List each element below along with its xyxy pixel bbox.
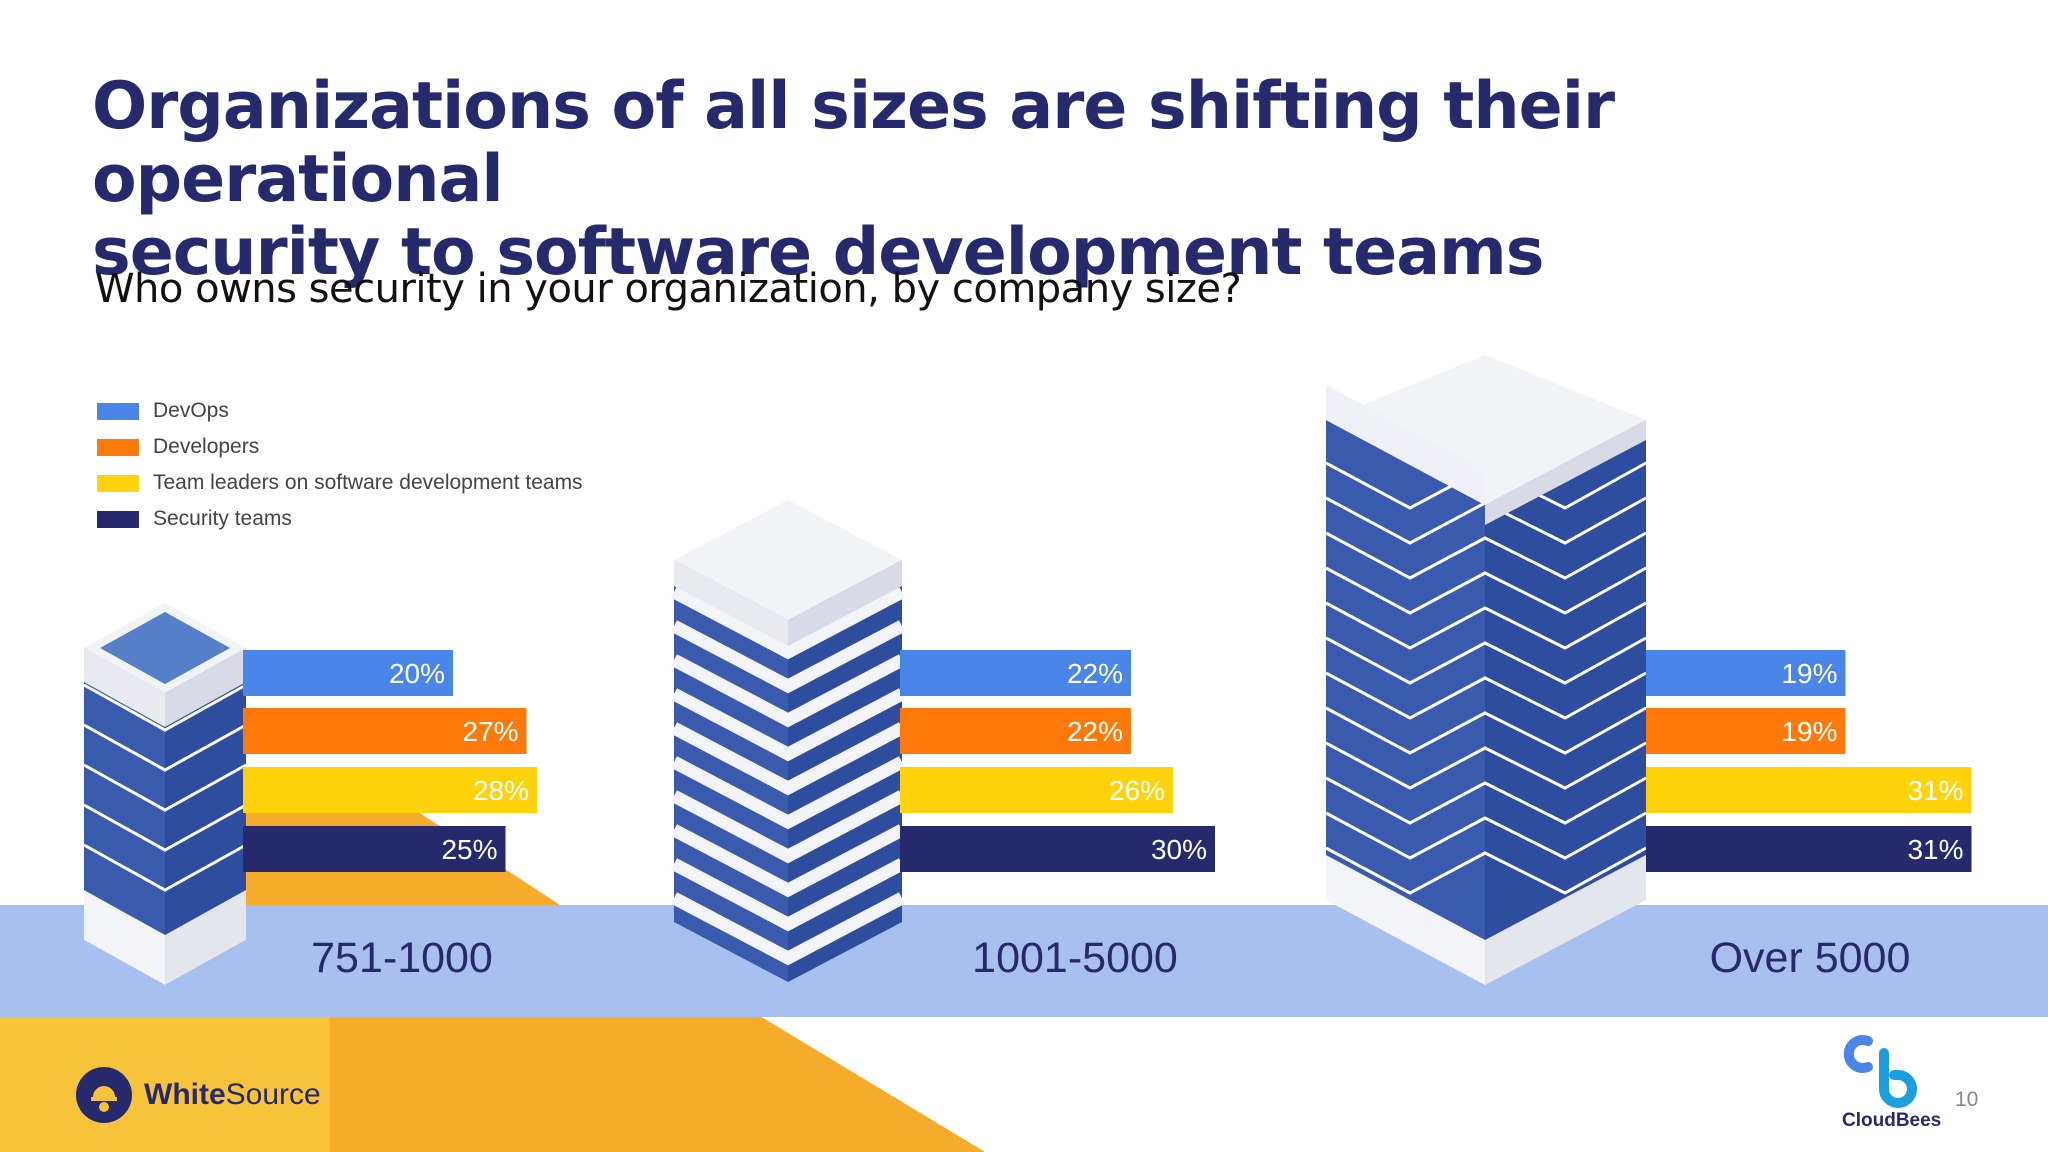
category-label-over-5000: Over 5000 — [1710, 934, 1911, 982]
bar-label-over-5000-security-teams: 31% — [1907, 834, 1963, 865]
bar-label-1001-5000-team-leaders-on-software-development-teams: 26% — [1109, 775, 1165, 806]
title-line-1: Organizations of all sizes are shifting … — [92, 69, 1615, 217]
legend-item-devops: DevOps — [97, 393, 583, 429]
bar-label-1001-5000-devops: 22% — [1067, 658, 1123, 689]
chart-legend: DevOps Developers Team leaders on softwa… — [97, 393, 583, 537]
legend-swatch-developers — [97, 438, 139, 456]
legend-label-developers: Developers — [153, 435, 260, 458]
cloudbees-icon — [1843, 1035, 1917, 1108]
legend-item-developers: Developers — [97, 429, 583, 465]
bar-over-5000-team-leaders-on-software-development-teams — [1646, 767, 1972, 813]
legend-label-security-teams: Security teams — [153, 507, 292, 530]
bar-751-1000-devops — [243, 650, 453, 696]
gold-shape-light — [0, 1010, 330, 1152]
building-large — [1325, 355, 1647, 985]
bar-label-1001-5000-security-teams: 30% — [1151, 834, 1207, 865]
legend-label-devops: DevOps — [153, 399, 229, 422]
bar-label-over-5000-devops: 19% — [1781, 658, 1837, 689]
category-label-751-1000: 751-1000 — [311, 934, 493, 982]
bar-label-over-5000-developers: 19% — [1781, 716, 1837, 747]
bar-1001-5000-security-teams — [900, 826, 1215, 872]
legend-item-security-teams: Security teams — [97, 501, 583, 537]
category-label-1001-5000: 1001-5000 — [972, 934, 1178, 982]
whitesource-wordmark: WhiteSource — [144, 1078, 321, 1111]
bar-label-over-5000-team-leaders-on-software-development-teams: 31% — [1907, 775, 1963, 806]
bar-label-1001-5000-developers: 22% — [1067, 716, 1123, 747]
legend-swatch-devops — [97, 402, 139, 420]
bar-label-751-1000-developers: 27% — [462, 716, 518, 747]
bar-1001-5000-team-leaders-on-software-development-teams — [900, 767, 1173, 813]
bar-over-5000-devops — [1646, 650, 1846, 696]
whitesource-icon — [76, 1067, 132, 1123]
legend-label-team-leaders: Team leaders on software development tea… — [153, 471, 583, 494]
building-medium — [670, 500, 906, 982]
legend-swatch-team-leaders — [97, 474, 139, 492]
bar-1001-5000-devops — [900, 650, 1131, 696]
bar-751-1000-team-leaders-on-software-development-teams — [243, 767, 537, 813]
bar-label-751-1000-security-teams: 25% — [441, 834, 497, 865]
whitesource-logo: WhiteSource — [76, 1067, 321, 1123]
gold-shape-dark — [330, 1010, 985, 1152]
bar-label-751-1000-devops: 20% — [389, 658, 445, 689]
bar-over-5000-security-teams — [1646, 826, 1972, 872]
legend-item-team-leaders: Team leaders on software development tea… — [97, 465, 583, 501]
bar-1001-5000-developers — [900, 708, 1131, 754]
building-small — [83, 603, 247, 985]
page-number: 10 — [1955, 1088, 1979, 1111]
legend-swatch-security-teams — [97, 510, 139, 528]
chart-subtitle: Who owns security in your organization, … — [95, 266, 1242, 312]
bar-over-5000-developers — [1646, 708, 1846, 754]
category-band — [0, 905, 2048, 1017]
bar-label-751-1000-team-leaders-on-software-development-teams: 28% — [473, 775, 529, 806]
page-title: Organizations of all sizes are shifting … — [92, 70, 1992, 289]
bar-751-1000-developers — [243, 708, 527, 754]
cloudbees-wordmark: CloudBees — [1842, 1110, 1942, 1131]
bar-751-1000-security-teams — [243, 826, 506, 872]
title-line-2: security to software development teams — [92, 215, 1544, 290]
